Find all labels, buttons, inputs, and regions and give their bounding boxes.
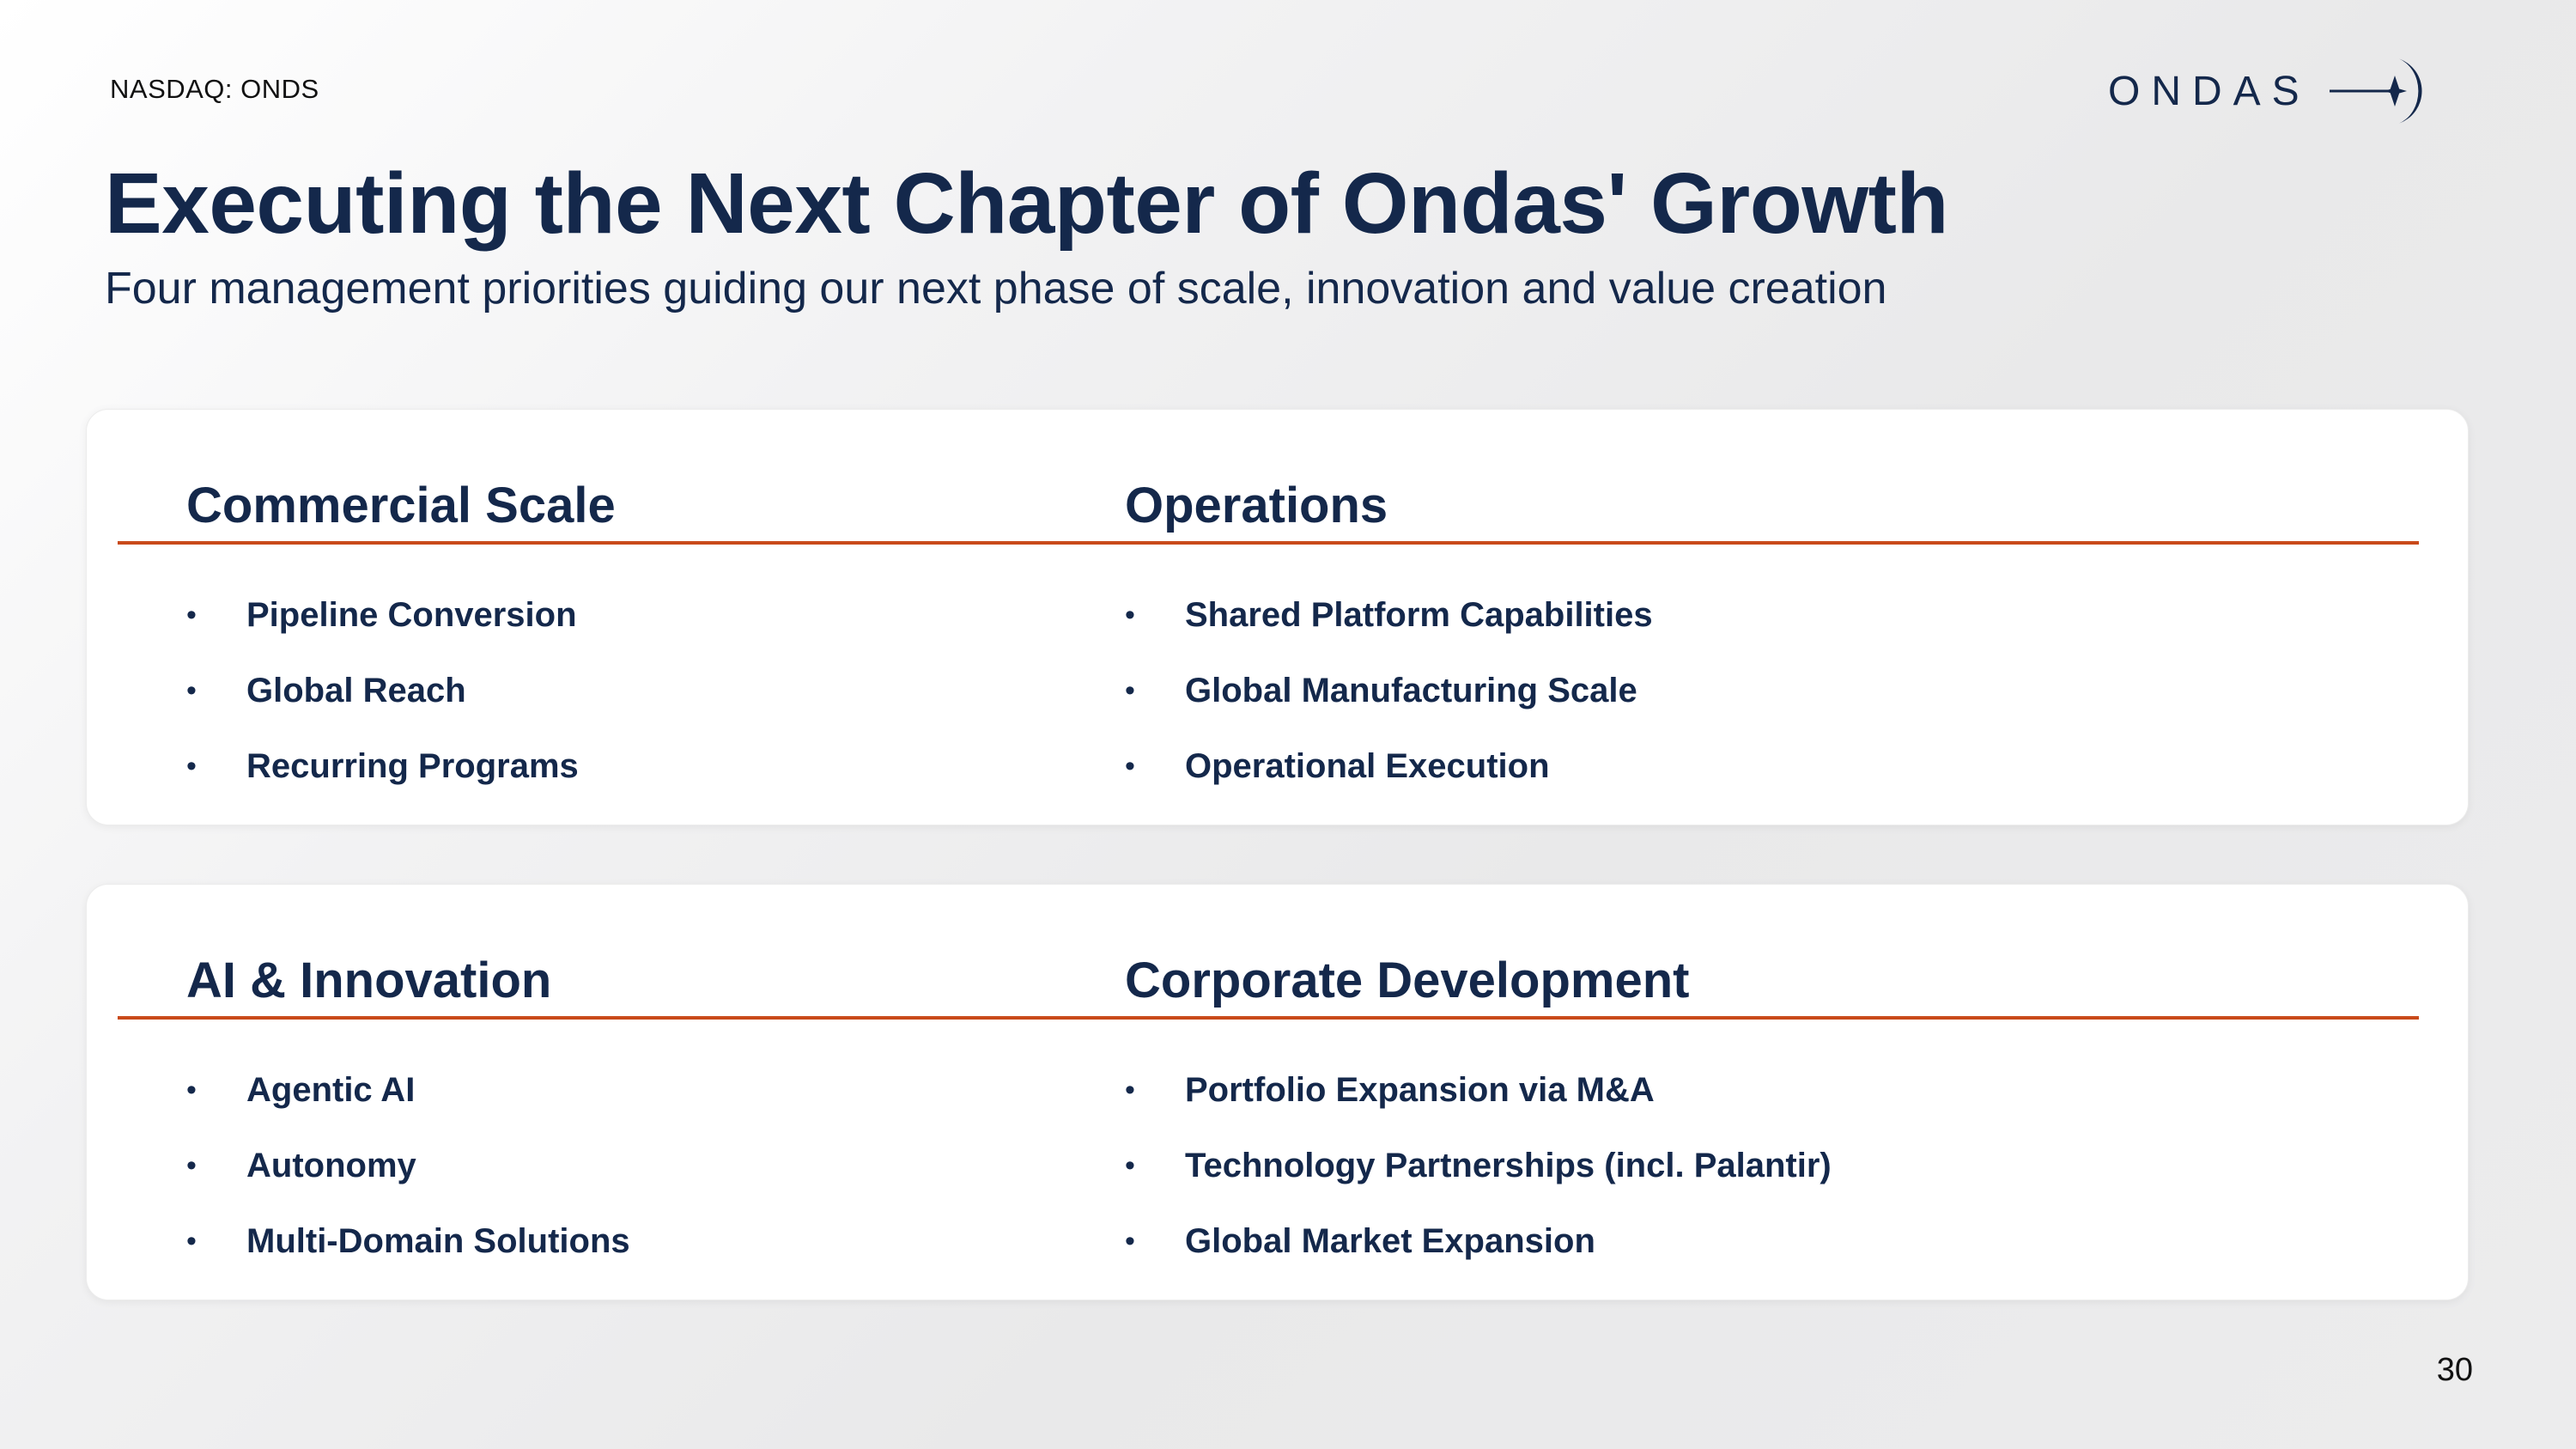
list-item-text: Multi-Domain Solutions xyxy=(246,1221,630,1260)
priority-card-1: Commercial Scale • Pipeline Conversion •… xyxy=(86,409,2469,825)
list-item: • Global Manufacturing Scale xyxy=(1125,653,1653,728)
bullet-icon: • xyxy=(1125,1224,1135,1257)
list-item-text: Autonomy xyxy=(246,1146,416,1184)
page-subtitle: Four management priorities guiding our n… xyxy=(105,264,1887,314)
list-item-text: Global Reach xyxy=(246,671,466,709)
bullet-icon: • xyxy=(186,1148,197,1182)
list-item: • Pipeline Conversion xyxy=(186,577,579,653)
page-number: 30 xyxy=(2436,1352,2473,1388)
column-heading: AI & Innovation xyxy=(186,953,552,1008)
list-item-text: Global Market Expansion xyxy=(1185,1221,1595,1260)
column-heading: Corporate Development xyxy=(1125,953,1690,1008)
list-item: • Recurring Programs xyxy=(186,728,579,804)
list-item: • Agentic AI xyxy=(186,1052,630,1128)
priority-card-2: AI & Innovation • Agentic AI • Autonomy … xyxy=(86,884,2469,1300)
list-item-text: Shared Platform Capabilities xyxy=(1185,595,1653,634)
bullet-icon: • xyxy=(186,1073,197,1106)
bullet-icon: • xyxy=(186,1224,197,1257)
bullet-list: • Portfolio Expansion via M&A • Technolo… xyxy=(1125,1052,1832,1279)
list-item: • Shared Platform Capabilities xyxy=(1125,577,1653,653)
column-heading: Commercial Scale xyxy=(186,478,616,533)
list-item: • Portfolio Expansion via M&A xyxy=(1125,1052,1832,1128)
list-item-text: Operational Execution xyxy=(1185,746,1550,785)
list-item-text: Technology Partnerships (incl. Palantir) xyxy=(1185,1146,1832,1184)
bullet-icon: • xyxy=(186,673,197,707)
card-divider-rule xyxy=(118,541,2419,545)
list-item-text: Pipeline Conversion xyxy=(246,595,577,634)
list-item: • Global Market Expansion xyxy=(1125,1203,1832,1279)
column-heading: Operations xyxy=(1125,478,1388,533)
bullet-icon: • xyxy=(1125,673,1135,707)
list-item: • Operational Execution xyxy=(1125,728,1653,804)
page-title: Executing the Next Chapter of Ondas' Gro… xyxy=(105,155,1948,252)
bullet-list: • Pipeline Conversion • Global Reach • R… xyxy=(186,577,579,804)
ticker: NASDAQ: ONDS xyxy=(110,74,319,104)
list-item-text: Global Manufacturing Scale xyxy=(1185,671,1637,709)
list-item: • Autonomy xyxy=(186,1128,630,1203)
logo-text: ONDAS xyxy=(2108,68,2311,114)
list-item-text: Portfolio Expansion via M&A xyxy=(1185,1070,1655,1109)
bullet-icon: • xyxy=(186,598,197,631)
card-divider-rule xyxy=(118,1016,2419,1020)
ondas-logo: ONDAS xyxy=(2108,48,2431,134)
list-item: • Multi-Domain Solutions xyxy=(186,1203,630,1279)
bullet-list: • Shared Platform Capabilities • Global … xyxy=(1125,577,1653,804)
bullet-icon: • xyxy=(1125,749,1135,782)
bullet-icon: • xyxy=(1125,1073,1135,1106)
bullet-list: • Agentic AI • Autonomy • Multi-Domain S… xyxy=(186,1052,630,1279)
bullet-icon: • xyxy=(1125,1148,1135,1182)
list-item-text: Agentic AI xyxy=(246,1070,416,1109)
bullet-icon: • xyxy=(186,749,197,782)
list-item-text: Recurring Programs xyxy=(246,746,579,785)
bullet-icon: • xyxy=(1125,598,1135,631)
list-item: • Global Reach xyxy=(186,653,579,728)
list-item: • Technology Partnerships (incl. Palanti… xyxy=(1125,1128,1832,1203)
star-crescent-icon xyxy=(2329,58,2422,124)
